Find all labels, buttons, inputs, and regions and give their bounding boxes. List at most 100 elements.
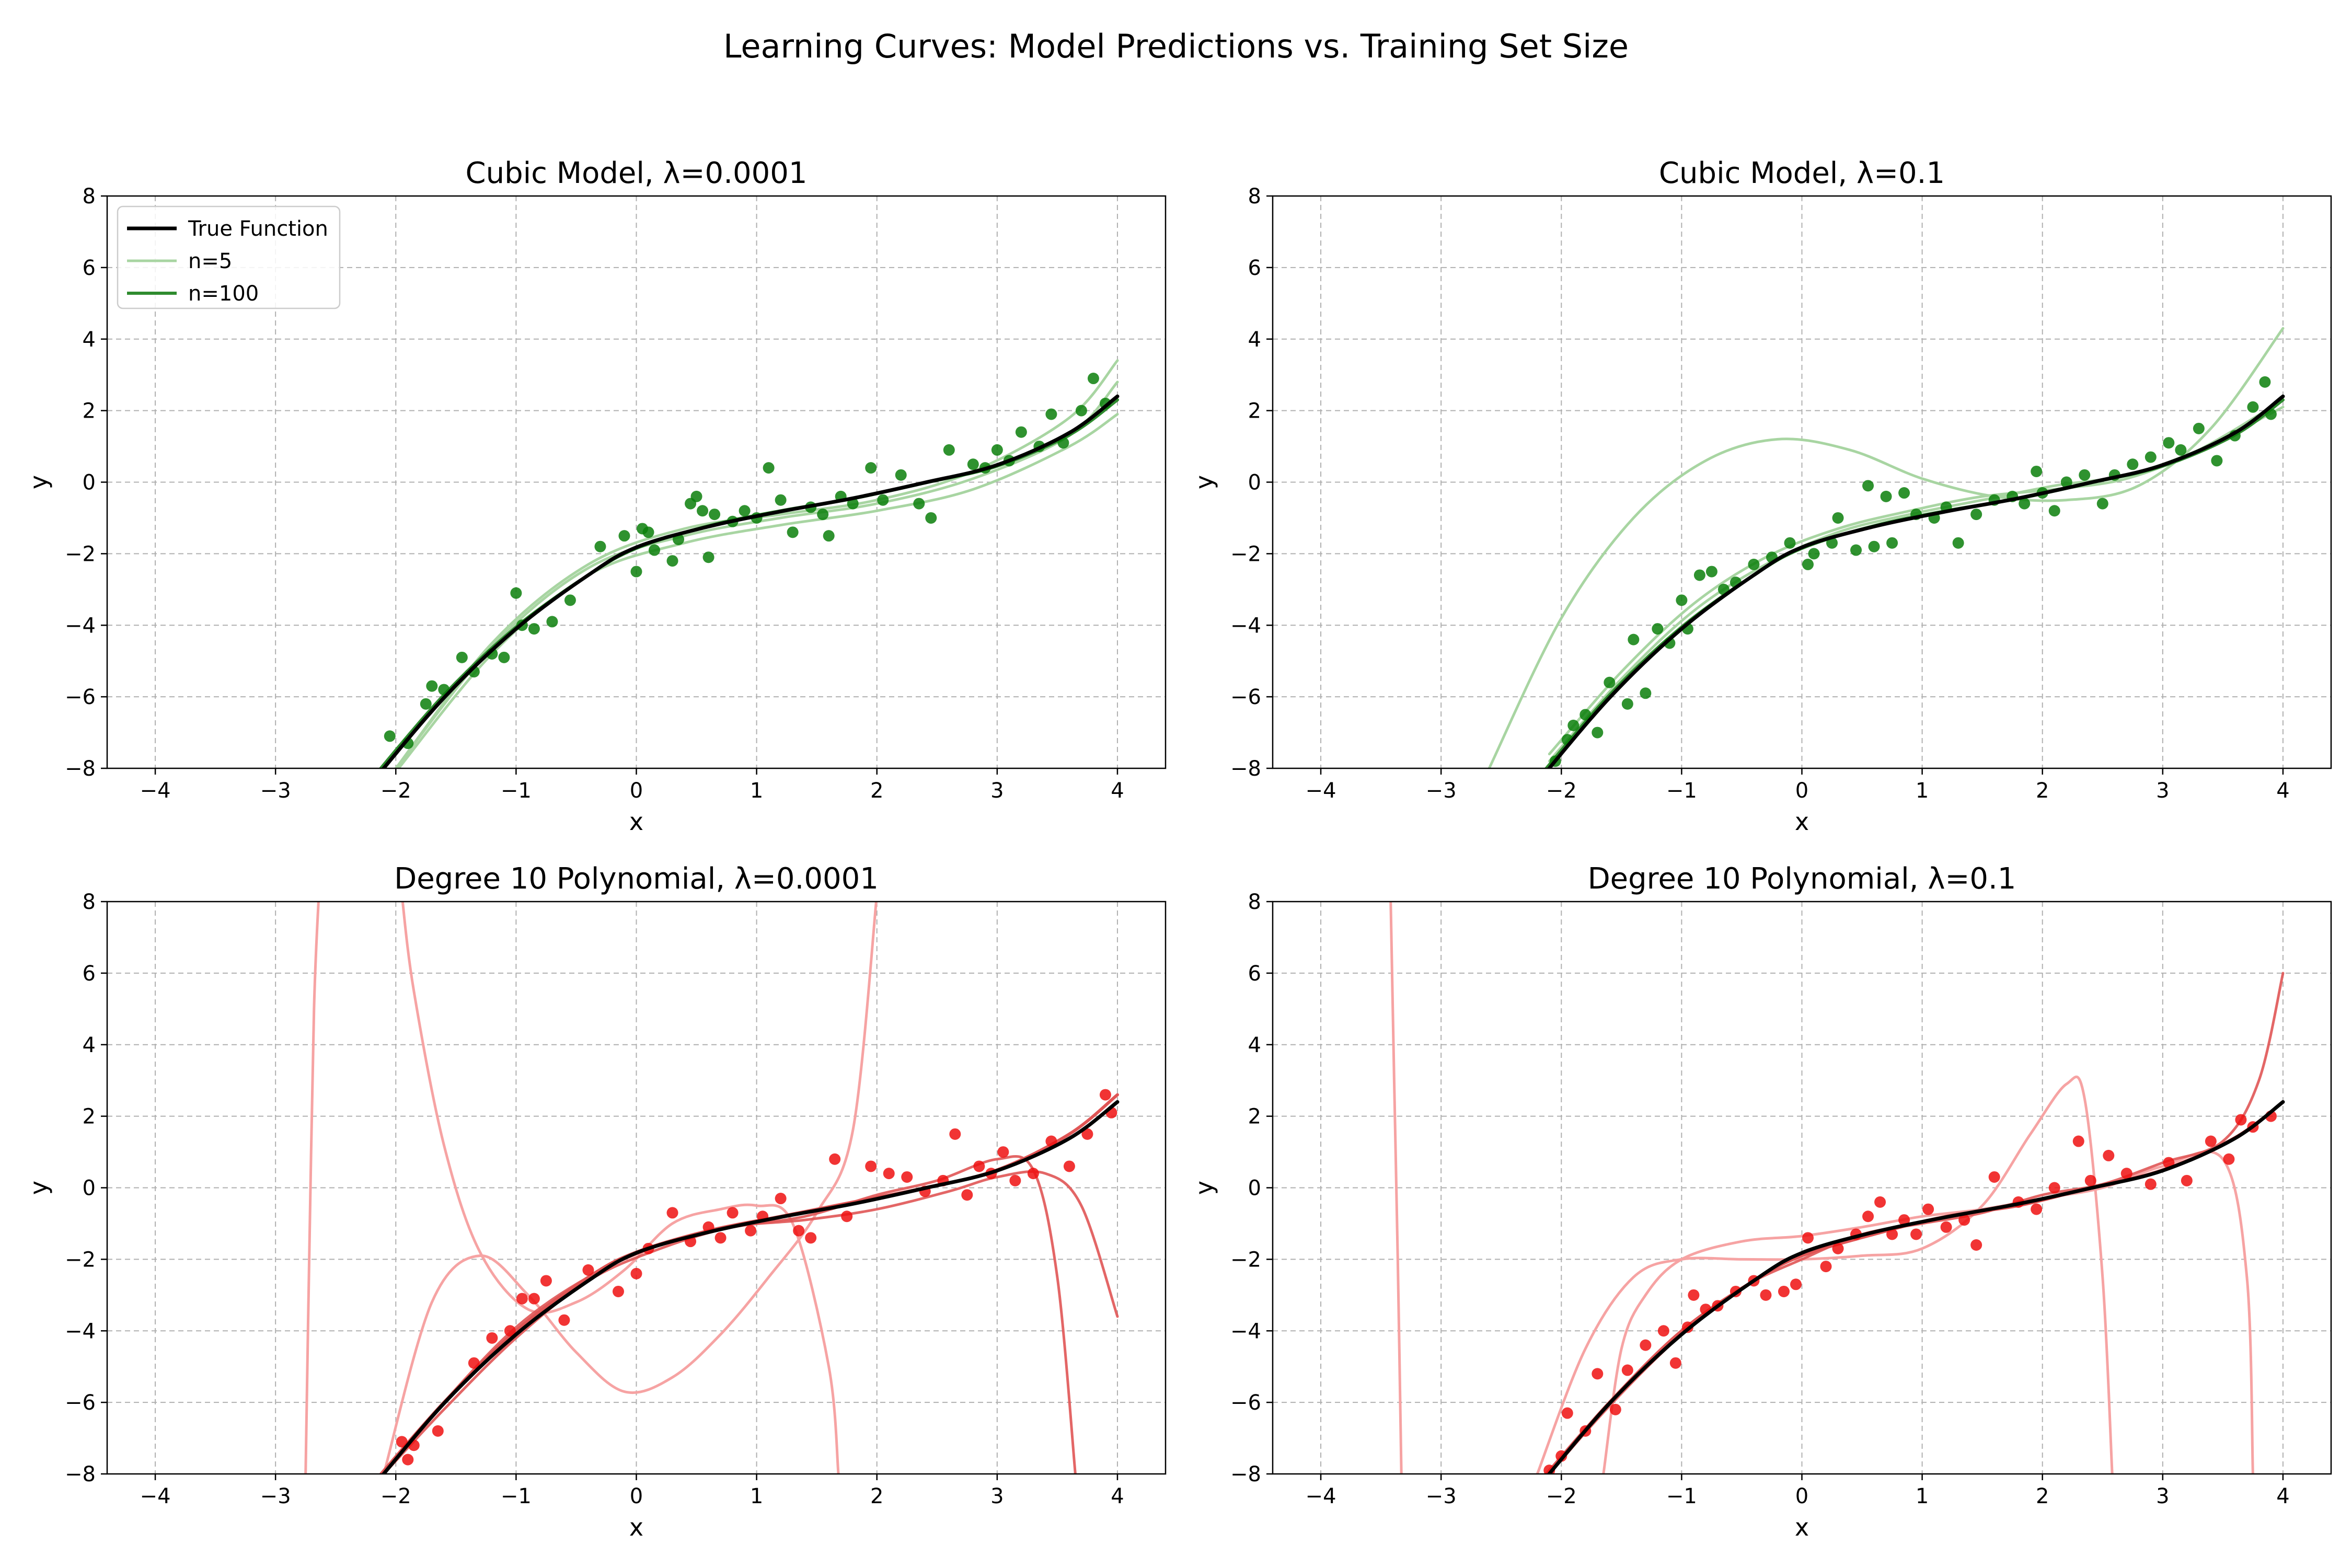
data-point — [2060, 476, 2072, 488]
data-point — [865, 462, 877, 474]
series-line — [304, 902, 320, 1474]
y-tick-label: 4 — [83, 328, 96, 352]
plot-area — [1488, 327, 2285, 768]
data-point — [1075, 405, 1087, 417]
data-point — [709, 509, 721, 521]
x-tick-label: 4 — [1111, 779, 1124, 803]
series-line — [1389, 902, 1403, 1474]
series-line — [1536, 1075, 2114, 1474]
data-point — [823, 530, 835, 542]
data-point — [396, 1436, 408, 1448]
data-point — [1850, 544, 1862, 556]
data-point — [2145, 1178, 2157, 1190]
data-point — [697, 505, 709, 517]
data-point — [745, 1225, 757, 1237]
y-tick-label: −2 — [1230, 542, 1261, 566]
true-function-line — [381, 1100, 1120, 1474]
x-tick-label: 1 — [1916, 779, 1929, 803]
data-point — [1802, 1232, 1814, 1244]
x-axis-label: x — [1795, 1513, 1809, 1541]
x-axis-label: x — [629, 1513, 643, 1541]
data-point — [1940, 1221, 1952, 1233]
data-point — [540, 1275, 552, 1287]
y-tick-label: 8 — [83, 185, 96, 209]
data-point — [2127, 458, 2139, 470]
axes-frame — [1272, 901, 2332, 1475]
data-point — [384, 730, 396, 742]
subplot-title: Degree 10 Polynomial, λ=0.1 — [1588, 862, 2016, 896]
data-point — [1652, 623, 1664, 635]
data-point — [2084, 1174, 2096, 1186]
data-point — [1802, 558, 1814, 570]
subplot-2: Cubic Model, λ=0.1 −4 −3 −2 −1 0 1 2 3 4 −8 −6 −4 −2 0… — [1190, 156, 2332, 836]
x-tick-label: −1 — [1666, 779, 1697, 803]
plot-area — [378, 359, 1120, 768]
data-point — [2205, 1135, 2217, 1147]
series-line — [382, 902, 878, 1474]
x-tick-label: 3 — [2156, 1484, 2169, 1508]
series-line — [401, 902, 840, 1474]
y-tick-label: 4 — [1248, 328, 1261, 352]
x-tick-label: 4 — [2276, 1484, 2289, 1508]
true-function-line — [1547, 394, 2285, 768]
data-point — [877, 494, 889, 506]
data-point — [1009, 1174, 1021, 1186]
subplot-1: Cubic Model, λ=0.0001 −4 −3 −2 −1 0 1 2 3 4 −8 −6 −4… — [25, 156, 1167, 836]
x-tick-label: 1 — [750, 1484, 763, 1508]
data-point — [2031, 1203, 2043, 1215]
data-point — [426, 680, 438, 692]
x-tick-label: 0 — [1795, 779, 1808, 803]
data-point — [775, 1193, 787, 1205]
data-point — [666, 1207, 678, 1219]
data-point — [1561, 1407, 1573, 1419]
data-point — [2072, 1135, 2084, 1147]
true-function-line — [1547, 1100, 2285, 1474]
y-tick-label: 4 — [83, 1033, 96, 1057]
legend-label: n=5 — [188, 249, 232, 273]
data-point — [649, 544, 661, 556]
y-axis-label: y — [25, 475, 53, 489]
series-line — [382, 1170, 1119, 1474]
x-tick-label: −3 — [1426, 779, 1457, 803]
legend-label: n=100 — [188, 282, 259, 306]
y-tick-label: 8 — [1248, 185, 1261, 209]
x-tick-label: −4 — [140, 1484, 171, 1508]
data-point — [1988, 1171, 2000, 1183]
y-tick-label: −2 — [65, 1248, 96, 1272]
plot-area — [304, 902, 1120, 1474]
data-point — [1862, 480, 1874, 492]
x-tick-label: −4 — [1306, 1484, 1336, 1508]
x-tick-label: 3 — [990, 779, 1004, 803]
data-point — [1874, 1196, 1886, 1208]
data-point — [642, 526, 654, 538]
data-point — [817, 509, 829, 521]
subplot-title: Degree 10 Polynomial, λ=0.0001 — [394, 862, 879, 896]
y-tick-label: 8 — [83, 890, 96, 914]
data-point — [1099, 1089, 1111, 1101]
data-point — [739, 505, 751, 517]
y-tick-label: 6 — [83, 256, 96, 280]
plot-area — [1389, 902, 2285, 1474]
data-point — [630, 566, 642, 578]
data-point — [895, 469, 907, 481]
y-tick-label: 2 — [83, 399, 96, 423]
true-function-line — [381, 394, 1120, 768]
data-point — [528, 623, 540, 635]
figure-title: Learning Curves: Model Predictions vs. T… — [723, 27, 1629, 65]
data-point — [1592, 727, 1604, 739]
data-point — [1886, 1228, 1898, 1240]
y-tick-label: −4 — [65, 614, 96, 638]
data-point — [1922, 1203, 1934, 1215]
data-point — [1592, 1368, 1604, 1380]
y-tick-label: −8 — [1230, 757, 1261, 781]
data-point — [1898, 1214, 1910, 1226]
data-point — [2031, 465, 2043, 477]
data-point — [1081, 1128, 1093, 1140]
data-point — [546, 616, 558, 628]
data-point — [1621, 698, 1633, 710]
data-point — [1910, 1228, 1922, 1240]
x-tick-label: −1 — [1666, 1484, 1697, 1508]
x-tick-label: −2 — [1546, 1484, 1577, 1508]
